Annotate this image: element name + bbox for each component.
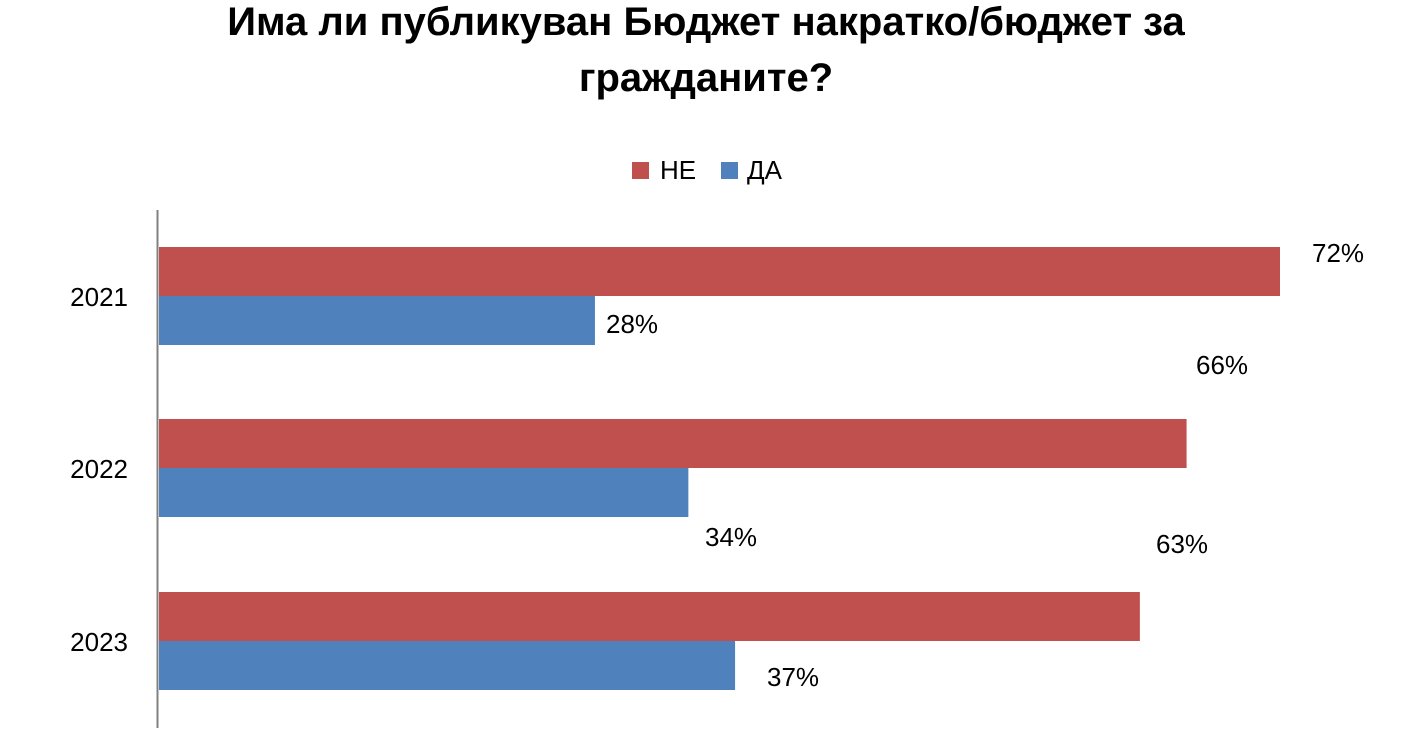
chart-title: Има ли публикуван Бюджет накратко/бюджет… <box>0 0 1412 106</box>
legend-label-da: ДА <box>747 155 783 185</box>
category-label-2022: 2022 <box>70 454 128 484</box>
bar-ne-2022 <box>159 419 1187 468</box>
data-label-da-2022: 34% <box>705 522 757 552</box>
category-label-2023: 2023 <box>70 627 128 657</box>
bar-da-2023 <box>159 641 736 690</box>
data-label-ne-2023: 63% <box>1156 529 1208 559</box>
legend-swatch-ne <box>632 162 649 179</box>
category-labels: 2021 2022 2023 <box>70 282 128 657</box>
chart-title-line-1: Има ли публикуван Бюджет накратко/бюджет… <box>227 0 1185 44</box>
legend: НЕ ДА <box>632 155 783 185</box>
chart-title-line-2: гражданите? <box>578 56 834 100</box>
bar-ne-2021 <box>159 247 1280 296</box>
data-label-ne-2022: 66% <box>1196 350 1248 380</box>
legend-label-ne: НЕ <box>660 155 696 185</box>
bar-da-2022 <box>159 468 689 517</box>
data-label-da-2021: 28% <box>606 309 658 339</box>
category-label-2021: 2021 <box>70 282 128 312</box>
legend-swatch-da <box>721 162 738 179</box>
data-label-da-2023: 37% <box>767 662 819 692</box>
data-labels: 72% 28% 66% 34% 63% 37% <box>606 238 1364 692</box>
bars <box>159 247 1280 690</box>
bar-ne-2023 <box>159 592 1140 641</box>
bar-da-2021 <box>159 296 595 345</box>
data-label-ne-2021: 72% <box>1312 238 1364 268</box>
